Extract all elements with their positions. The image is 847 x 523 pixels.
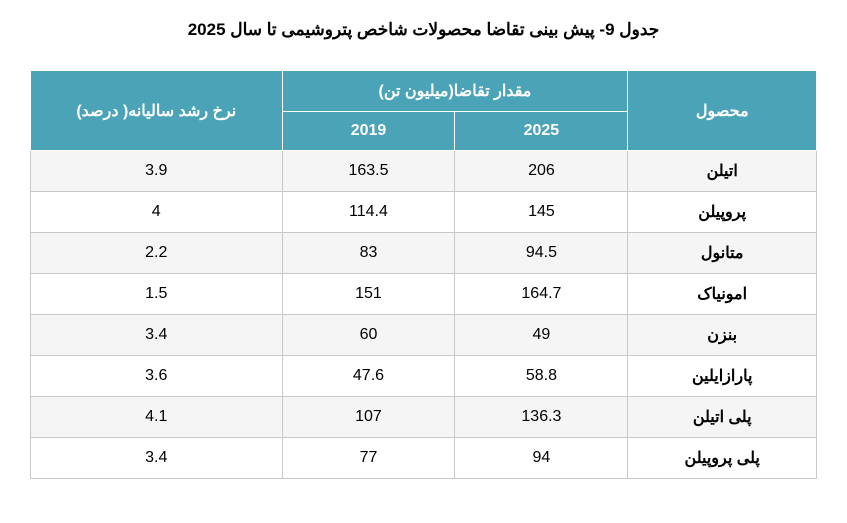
cell-product: پلی اتیلن bbox=[628, 397, 817, 438]
cell-val2025: 94 bbox=[455, 438, 628, 479]
cell-val2025: 206 bbox=[455, 151, 628, 192]
cell-product: بنزن bbox=[628, 315, 817, 356]
cell-val2019: 114.4 bbox=[282, 192, 455, 233]
cell-product: متانول bbox=[628, 233, 817, 274]
cell-val2019: 77 bbox=[282, 438, 455, 479]
table-title: جدول 9- پیش بینی تقاضا محصولات شاخص پترو… bbox=[30, 20, 817, 40]
cell-val2019: 83 bbox=[282, 233, 455, 274]
table-row: بنزن49603.4 bbox=[31, 315, 817, 356]
petrochemical-demand-table: محصول مقدار تقاضا(میلیون تن) نرخ رشد سال… bbox=[30, 70, 817, 479]
cell-growth: 3.6 bbox=[31, 356, 283, 397]
cell-val2019: 47.6 bbox=[282, 356, 455, 397]
cell-product: امونیاک bbox=[628, 274, 817, 315]
table-row: پارازایلین58.847.63.6 bbox=[31, 356, 817, 397]
table-row: پروپیلن145114.44 bbox=[31, 192, 817, 233]
table-row: پلی اتیلن136.31074.1 bbox=[31, 397, 817, 438]
table-row: امونیاک164.71511.5 bbox=[31, 274, 817, 315]
header-growth: نرخ رشد سالیانه( درصد) bbox=[31, 71, 283, 151]
cell-val2025: 49 bbox=[455, 315, 628, 356]
cell-val2025: 164.7 bbox=[455, 274, 628, 315]
cell-growth: 3.4 bbox=[31, 315, 283, 356]
header-product: محصول bbox=[628, 71, 817, 151]
cell-product: پارازایلین bbox=[628, 356, 817, 397]
cell-val2019: 163.5 bbox=[282, 151, 455, 192]
cell-val2025: 58.8 bbox=[455, 356, 628, 397]
cell-val2019: 60 bbox=[282, 315, 455, 356]
cell-growth: 1.5 bbox=[31, 274, 283, 315]
cell-val2025: 136.3 bbox=[455, 397, 628, 438]
cell-growth: 3.9 bbox=[31, 151, 283, 192]
cell-product: پروپیلن bbox=[628, 192, 817, 233]
table-row: اتیلن206163.53.9 bbox=[31, 151, 817, 192]
cell-growth: 2.2 bbox=[31, 233, 283, 274]
cell-val2019: 107 bbox=[282, 397, 455, 438]
cell-val2025: 94.5 bbox=[455, 233, 628, 274]
table-row: پلی پروپیلن94773.4 bbox=[31, 438, 817, 479]
header-year-2019: 2019 bbox=[282, 112, 455, 151]
table-row: متانول94.5832.2 bbox=[31, 233, 817, 274]
cell-product: پلی پروپیلن bbox=[628, 438, 817, 479]
header-demand: مقدار تقاضا(میلیون تن) bbox=[282, 71, 628, 112]
cell-val2025: 145 bbox=[455, 192, 628, 233]
cell-growth: 4 bbox=[31, 192, 283, 233]
cell-product: اتیلن bbox=[628, 151, 817, 192]
cell-growth: 4.1 bbox=[31, 397, 283, 438]
cell-growth: 3.4 bbox=[31, 438, 283, 479]
table-body: اتیلن206163.53.9پروپیلن145114.44متانول94… bbox=[31, 151, 817, 479]
cell-val2019: 151 bbox=[282, 274, 455, 315]
header-year-2025: 2025 bbox=[455, 112, 628, 151]
